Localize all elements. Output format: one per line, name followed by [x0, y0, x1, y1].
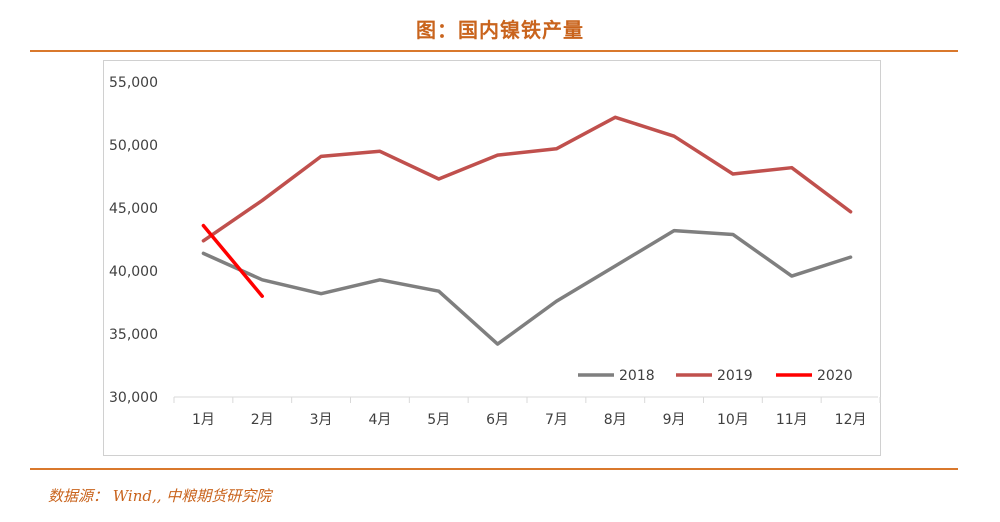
series-line-2018 [201, 228, 853, 346]
x-tick-label: 8月 [604, 412, 627, 428]
legend-label-2019: 2019 [717, 368, 753, 384]
chart-title: 图：国内镍铁产量 [416, 18, 584, 42]
x-tick-label: 5月 [427, 412, 450, 428]
legend-label-2020: 2020 [817, 368, 853, 384]
series-lines [201, 115, 853, 346]
source-note: 数据源： Wind,, 中粮期货研究院 [48, 487, 272, 505]
legend-label-2018: 2018 [619, 368, 655, 384]
series-line-2019 [201, 115, 853, 243]
x-axis-ticks: 1月 2月 3月 4月 5月 6月 7月 8月 9月 10月 11月 12月 [192, 412, 867, 428]
y-tick-label: 55,000 [109, 75, 158, 91]
chart-frame [103, 60, 881, 456]
x-tick-label: 3月 [310, 412, 333, 428]
y-tick-label: 40,000 [109, 264, 158, 280]
title-divider [30, 50, 958, 52]
y-tick-label: 50,000 [109, 138, 158, 154]
y-tick-label: 35,000 [109, 327, 158, 343]
x-axis-tick-marks [173, 397, 881, 403]
x-tick-label: 2月 [251, 412, 274, 428]
source-divider [30, 468, 958, 470]
x-tick-label: 12月 [835, 412, 867, 428]
y-tick-label: 45,000 [109, 201, 158, 217]
y-tick-label: 30,000 [109, 390, 158, 406]
x-tick-label: 4月 [368, 412, 391, 428]
legend: 2018 2019 2020 [578, 368, 853, 384]
x-tick-label: 11月 [776, 412, 808, 428]
x-tick-label: 1月 [192, 412, 215, 428]
series-line-2020 [201, 223, 264, 298]
x-tick-label: 10月 [717, 412, 749, 428]
y-axis-ticks: 30,000 35,000 40,000 45,000 50,000 55,000 [109, 75, 158, 406]
x-tick-label: 6月 [486, 412, 509, 428]
x-tick-label: 7月 [545, 412, 568, 428]
x-tick-label: 9月 [663, 412, 686, 428]
